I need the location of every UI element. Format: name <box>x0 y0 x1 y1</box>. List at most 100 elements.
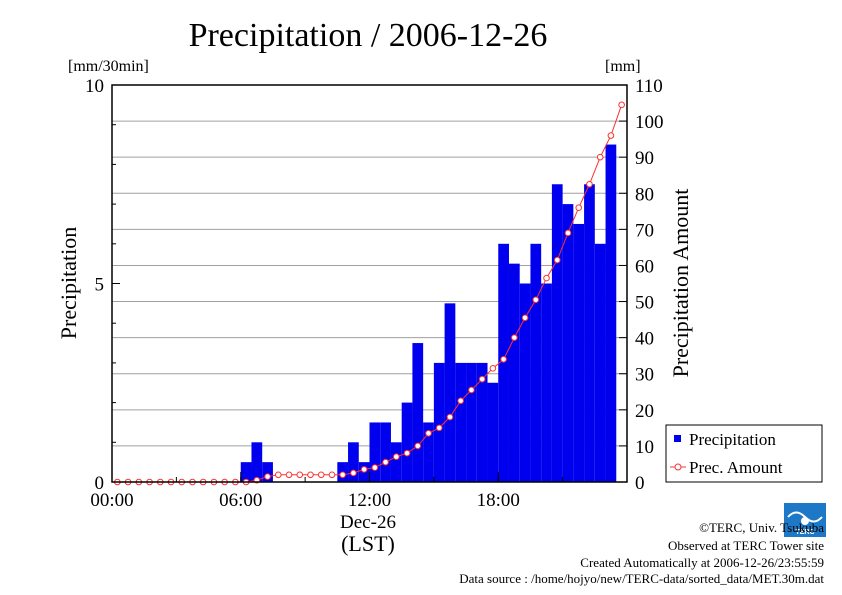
left-y-tick-label: 5 <box>95 275 105 296</box>
logo-text: TERC <box>795 529 814 536</box>
precipitation-bar <box>498 243 509 482</box>
right-y-tick-label: 80 <box>635 184 654 205</box>
right-y-tick-label: 40 <box>635 329 654 350</box>
right-y-tick-label: 10 <box>635 437 654 458</box>
precipitation-bar <box>433 362 445 482</box>
right-y-tick-label: 30 <box>635 365 654 386</box>
right-y-tick-label: 110 <box>635 76 663 97</box>
prec-amount-point <box>382 458 389 466</box>
right-y-tick-label: 60 <box>635 256 654 277</box>
left-unit-label: [mm/30min] <box>68 58 149 75</box>
precipitation-bar <box>573 223 585 482</box>
precipitation-bar <box>455 362 467 482</box>
prec-amount-point <box>296 471 304 479</box>
prec-amount-point <box>435 424 443 432</box>
footer-source: Data source : /home/hojyo/new/TERC-data/… <box>459 571 824 586</box>
precipitation-bar <box>519 283 531 482</box>
x-tick-label: 18:00 <box>477 490 520 511</box>
right-y-tick-label: 90 <box>635 148 654 169</box>
prec-amount-point <box>618 101 625 109</box>
prec-amount-point <box>285 471 293 479</box>
legend-precipitation-label: Precipitation <box>689 430 776 449</box>
terc-logo: TERC <box>784 503 826 537</box>
left-axis-label: Precipitation <box>56 227 81 339</box>
right-axis-label: Precipitation Amount <box>668 189 693 378</box>
right-y-tick-label: 50 <box>635 293 654 314</box>
prec-amount-point <box>350 469 357 477</box>
precipitation-bar <box>262 462 273 482</box>
precipitation-bar <box>401 402 413 482</box>
precipitation-bar <box>541 283 552 482</box>
precipitation-bar <box>251 442 263 482</box>
prec-amount-point <box>564 229 572 237</box>
chart-title: Precipitation / 2006-12-26 <box>189 17 548 54</box>
prec-amount-point <box>553 256 561 264</box>
prec-amount-point <box>403 449 411 457</box>
grid-lines <box>112 120 627 447</box>
precipitation-bar <box>444 303 456 482</box>
left-y-tick-label: 0 <box>95 473 105 494</box>
footer-copyright: ©TERC, Univ. Tsukuba <box>699 520 824 535</box>
legend-amount-marker <box>674 463 682 471</box>
prec-amount-point <box>446 413 454 421</box>
right-unit-label: [mm] <box>605 58 641 75</box>
prec-amount-point <box>500 355 507 363</box>
precipitation-bar <box>594 243 606 482</box>
prec-amount-point <box>371 464 379 471</box>
precipitation-bar <box>348 442 359 482</box>
prec-amount-point <box>425 429 432 437</box>
left-y-tick-label: 10 <box>85 76 104 97</box>
right-y-tick-label: 0 <box>635 473 645 494</box>
x-tick-label: 06:00 <box>219 490 262 511</box>
prec-amount-point <box>543 274 550 282</box>
prec-amount-point <box>317 471 325 479</box>
x-axis-date-label: Dec-26 <box>340 512 396 533</box>
prec-amount-point <box>596 153 604 161</box>
prec-amount-point <box>457 397 464 405</box>
prec-amount-point <box>339 471 346 479</box>
precipitation-bar <box>605 144 617 483</box>
prec-amount-point <box>275 471 282 479</box>
legend: Precipitation Prec. Amount <box>665 424 823 483</box>
prec-amount-point <box>478 375 486 383</box>
axis-ticks <box>111 84 628 483</box>
x-tick-label: 12:00 <box>348 490 391 511</box>
prec-amount-point <box>575 204 583 212</box>
water-drop-icon <box>801 517 809 525</box>
footer-site: Observed at TERC Tower site <box>668 538 824 553</box>
precipitation-bar <box>551 184 563 482</box>
precipitation-bar <box>240 462 252 482</box>
legend-amount-label: Prec. Amount <box>689 458 783 477</box>
precipitation-bar <box>508 263 520 482</box>
precipitation-bar <box>423 422 434 482</box>
precipitation-bar <box>584 184 595 482</box>
precipitation-bar <box>487 382 499 482</box>
prec-amount-point <box>328 471 336 479</box>
x-axis-zone-label: (LST) <box>341 531 395 556</box>
right-y-tick-label: 100 <box>635 112 664 133</box>
legend-box <box>665 424 823 483</box>
prec-amount-point <box>414 442 422 450</box>
prec-amount-point <box>511 334 518 341</box>
x-tick-label: 00:00 <box>90 490 133 511</box>
prec-amount-point <box>521 314 529 322</box>
right-y-tick-label: 70 <box>635 220 654 241</box>
prec-amount-point <box>264 473 271 480</box>
prec-amount-point <box>607 132 615 139</box>
legend-precipitation-swatch <box>674 435 681 442</box>
prec-amount-point <box>532 296 540 304</box>
prec-amount-point <box>393 453 400 461</box>
prec-amount-point <box>586 180 593 188</box>
precipitation-bar <box>562 204 574 482</box>
precipitation-bar <box>476 362 488 482</box>
precipitation-bar <box>369 422 381 482</box>
prec-amount-point <box>307 471 314 479</box>
precipitation-bar <box>466 362 477 482</box>
precipitation-bar <box>380 422 391 482</box>
right-y-tick-label: 20 <box>635 401 654 422</box>
precipitation-bar <box>530 243 542 482</box>
precipitation-bar <box>412 343 424 482</box>
prec-amount-point <box>468 386 475 394</box>
